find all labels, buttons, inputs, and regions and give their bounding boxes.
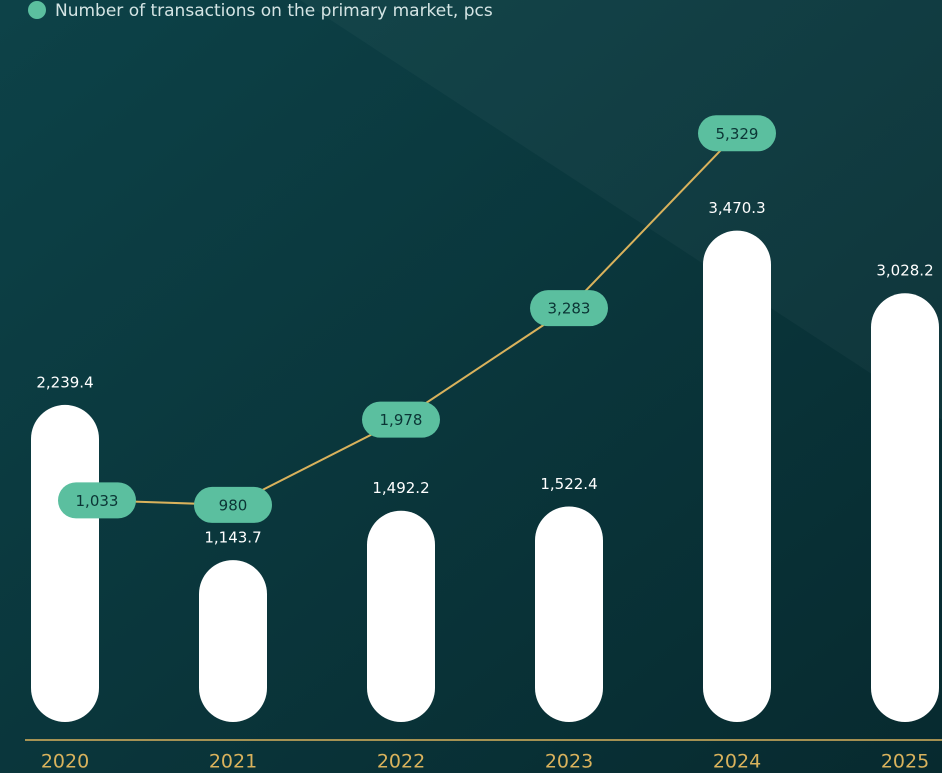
bar-value-label: 1,492.2 [372, 479, 429, 497]
bar [31, 405, 99, 722]
bar-value-label: 2,239.4 [36, 373, 93, 391]
bar [871, 293, 939, 722]
legend-marker [28, 1, 46, 19]
point-value-label: 1,978 [380, 411, 423, 429]
x-tick-label: 2024 [713, 751, 761, 773]
point-value-label: 980 [219, 496, 248, 514]
bar [703, 231, 771, 722]
x-tick-label: 2022 [377, 751, 425, 773]
point-value-label: 5,329 [716, 125, 759, 143]
bar [199, 560, 267, 722]
bar-value-label: 1,143.7 [204, 529, 261, 547]
x-tick-label: 2021 [209, 751, 257, 773]
point-value-label: 3,283 [548, 300, 591, 318]
bar [367, 511, 435, 722]
page: {"chart_data": {"type": "bar-line", "cat… [0, 0, 942, 773]
bar-value-label: 3,028.2 [876, 262, 933, 280]
bar-value-label: 1,522.4 [540, 475, 597, 493]
chart: 2020 2021 2022 2023 2024 2025 2,239.4 1,143.7 1,… [0, 0, 942, 773]
x-tick-label: 2025 [881, 751, 929, 773]
bar-value-label: 3,470.3 [708, 199, 765, 217]
legend-label: Number of transactions on the primary ma… [55, 1, 493, 21]
point-value-label: 1,033 [76, 492, 119, 510]
x-tick-label: 2020 [41, 751, 89, 773]
bar [535, 506, 603, 722]
x-tick-label: 2023 [545, 751, 593, 773]
